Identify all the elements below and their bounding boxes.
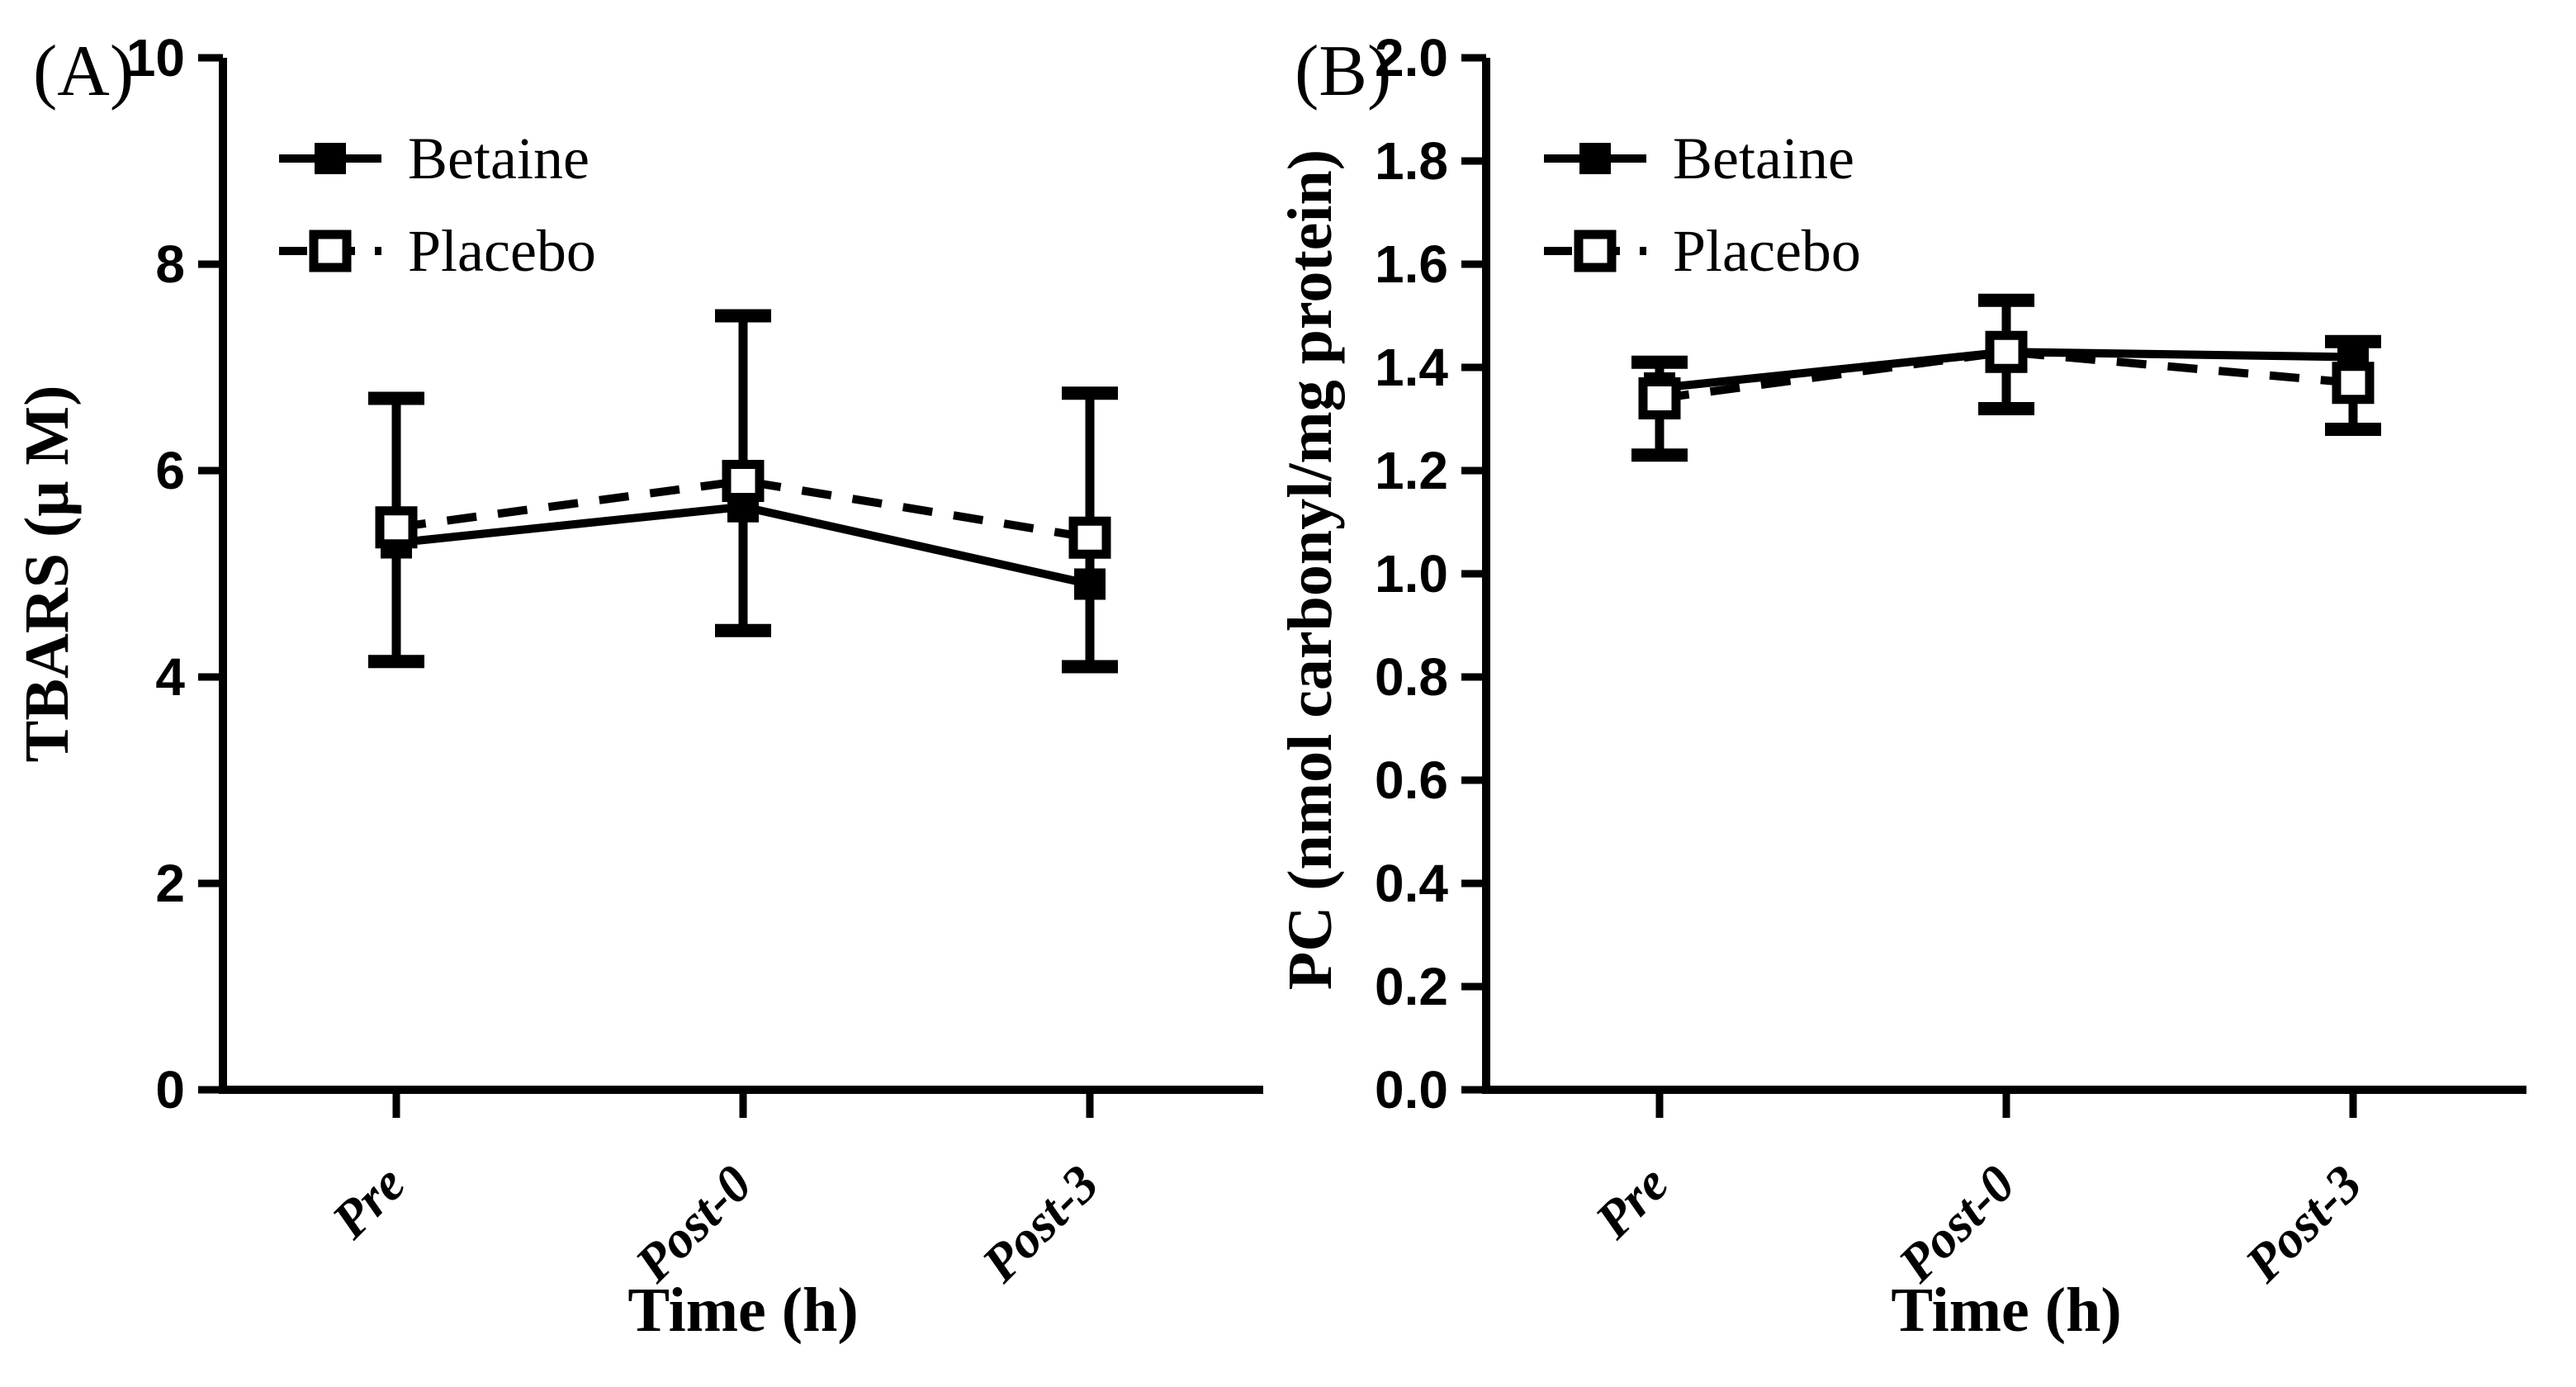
- series-line-placebo: [1659, 348, 2354, 403]
- marker-open-square-placebo: [1068, 516, 1111, 559]
- y-tick-label: 1.8: [1375, 131, 1448, 191]
- y-tick-label: 4: [155, 647, 185, 707]
- panel-label: (A): [33, 31, 134, 111]
- marker-open-square-placebo: [1985, 330, 2028, 373]
- y-tick-label: 0.8: [1375, 647, 1448, 707]
- x-category-label: Post-3: [2233, 1154, 2373, 1294]
- legend-label: Betaine: [1673, 125, 1854, 192]
- y-tick-label: 1.0: [1375, 544, 1448, 604]
- y-axis-title: PC (nmol carbonyl/mg protein): [1276, 149, 1345, 990]
- y-tick-label: 8: [155, 234, 185, 294]
- legend-item-betaine: Betaine: [279, 125, 590, 192]
- marker-filled-square-betaine: [1074, 568, 1106, 600]
- marker-open-square-placebo: [2332, 362, 2375, 405]
- x-category-label: Pre: [1584, 1154, 1679, 1250]
- panel-label: (B): [1295, 31, 1391, 111]
- y-tick-label: 6: [155, 441, 185, 500]
- legend-open-square-icon: [1574, 230, 1617, 272]
- y-axis-title: TBARS (μ M): [12, 386, 82, 763]
- y-tick-label: 1.4: [1375, 338, 1448, 397]
- x-category-label: Post-3: [970, 1154, 1110, 1294]
- x-category-label: Post-0: [623, 1154, 763, 1294]
- y-tick-label: 2.0: [1375, 28, 1448, 88]
- y-tick-label: 1.6: [1375, 234, 1448, 294]
- marker-open-square-placebo: [375, 506, 418, 549]
- legend-filled-square-icon: [1579, 143, 1611, 174]
- legend-item-placebo: Placebo: [279, 218, 596, 284]
- x-axis-title: Time (h): [1891, 1276, 2121, 1345]
- marker-open-square-placebo: [722, 460, 765, 502]
- y-tick-label: 1.2: [1375, 441, 1448, 500]
- y-tick-label: 0.4: [1375, 854, 1448, 913]
- panel-B: (B) 0.0 0.2 0.4 0.6 0.8 1.0 1.2 1.4 1.6 1.8 2.0 Pre P…: [1276, 28, 2526, 1345]
- y-tick-label: 2: [155, 854, 185, 913]
- x-category-label: Post-0: [1887, 1154, 2026, 1294]
- y-tick-label: 0.2: [1375, 957, 1448, 1016]
- legend: Betaine Placebo: [279, 125, 596, 284]
- x-category-label: Pre: [320, 1154, 416, 1250]
- y-tick-label: 10: [126, 28, 185, 88]
- legend-open-square-icon: [309, 230, 352, 272]
- legend-item-betaine: Betaine: [1544, 125, 1854, 192]
- marker-open-square-placebo: [1638, 377, 1681, 419]
- legend-label: Betaine: [408, 125, 590, 192]
- legend-item-placebo: Placebo: [1544, 218, 1861, 284]
- y-tick-label: 0: [155, 1060, 185, 1120]
- x-axis-title: Time (h): [627, 1276, 858, 1345]
- legend-label: Placebo: [1673, 218, 1861, 284]
- panel-A: (A) 0 2 4 6 8 10 Pre Post-0 Post-3 Time (h) TBARS (…: [12, 28, 1263, 1345]
- y-tick-label: 0.6: [1375, 750, 1448, 810]
- y-tick-label: 0.0: [1375, 1060, 1448, 1120]
- series-line-placebo: [395, 476, 1091, 542]
- legend-label: Placebo: [408, 218, 596, 284]
- legend: Betaine Placebo: [1544, 125, 1861, 284]
- legend-filled-square-icon: [315, 143, 346, 174]
